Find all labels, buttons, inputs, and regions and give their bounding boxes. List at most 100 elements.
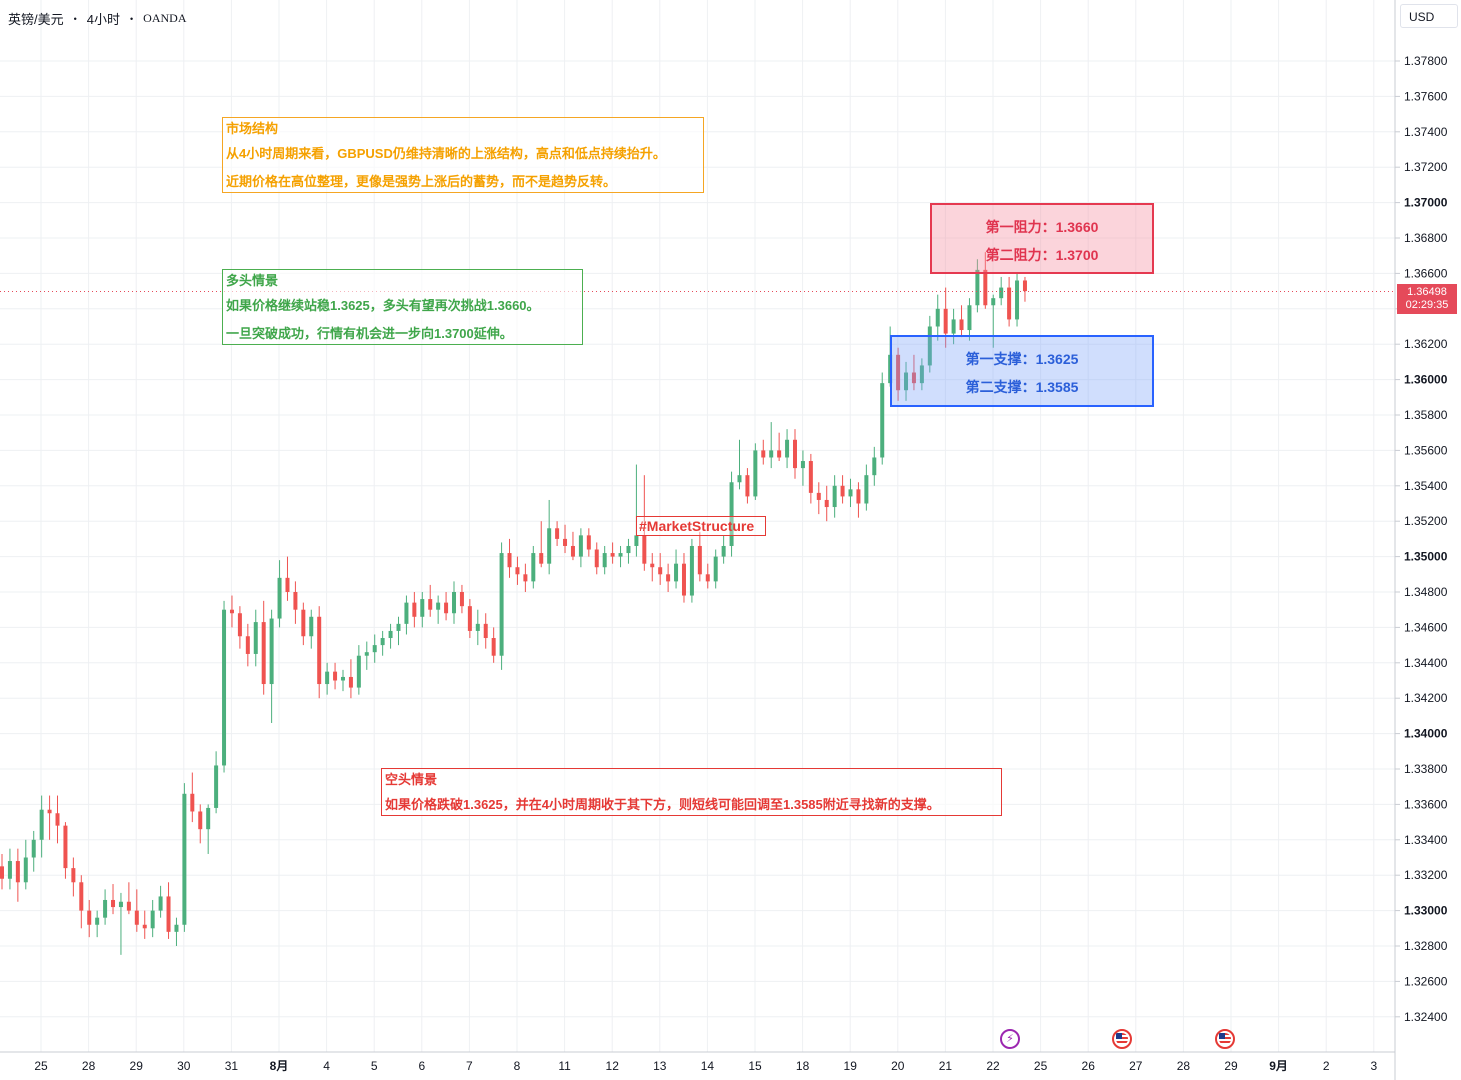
- x-tick-label: 8月: [270, 1059, 289, 1073]
- broker-label: OANDA: [143, 11, 187, 25]
- support-zone[interactable]: 第一支撑：1.3625 第二支撑：1.3585: [890, 335, 1154, 407]
- candle-body: [539, 553, 544, 564]
- hashtag-label[interactable]: #MarketStructure: [636, 516, 766, 536]
- candle: [856, 482, 861, 518]
- candle-body: [523, 574, 528, 582]
- candle: [396, 616, 401, 646]
- candle: [245, 623, 250, 667]
- candle: [737, 439, 742, 490]
- timeframe-label[interactable]: 4小时: [86, 12, 121, 27]
- candle: [904, 361, 909, 401]
- candle: [896, 347, 901, 401]
- resistance-zone[interactable]: 第一阻力：1.3660 第二阻力：1.3700: [930, 203, 1154, 274]
- symbol-name[interactable]: 英镑/美元: [8, 12, 64, 27]
- note-title: 市场结构: [226, 121, 279, 136]
- lightning-icon[interactable]: ⚡: [1000, 1029, 1020, 1049]
- y-tick-label: 1.34000: [1404, 727, 1448, 741]
- candle: [134, 889, 139, 932]
- candle: [840, 475, 845, 504]
- candle-body: [118, 901, 123, 908]
- candle: [277, 560, 282, 628]
- candle-body: [428, 599, 433, 610]
- y-tick-label: 1.37000: [1404, 196, 1448, 210]
- candle: [150, 899, 155, 938]
- candle: [547, 499, 552, 575]
- y-tick-label: 1.35400: [1404, 479, 1448, 493]
- candle-body: [658, 567, 663, 575]
- candle: [1015, 273, 1020, 327]
- bar-countdown: 02:29:35: [1405, 299, 1449, 311]
- us-flag-icon[interactable]: [1215, 1029, 1235, 1049]
- candle-body: [840, 485, 845, 497]
- candle-body: [642, 535, 647, 564]
- bull-scenario-note[interactable]: 多头情景 如果价格继续站稳1.3625，多头有望再次挑战1.3660。 一旦突破…: [222, 269, 583, 345]
- us-flag-icon[interactable]: [1112, 1029, 1132, 1049]
- x-tick-label: 5: [371, 1059, 378, 1073]
- candle-body: [0, 866, 4, 879]
- candle-body: [372, 645, 377, 653]
- bear-scenario-note[interactable]: 空头情景 如果价格跌破1.3625，并在4小时周期收于其下方，则短线可能回调至1…: [381, 768, 1002, 816]
- candle-body: [991, 298, 996, 306]
- candle: [674, 549, 679, 589]
- candle-body: [864, 475, 869, 504]
- candle-body: [459, 592, 464, 607]
- candle: [658, 553, 663, 585]
- candle-body: [769, 450, 774, 458]
- y-tick-label: 1.37600: [1404, 89, 1448, 103]
- candle-body: [832, 485, 837, 508]
- candle: [452, 581, 457, 624]
- candle-body: [563, 538, 568, 546]
- candle: [325, 662, 330, 695]
- candle-body: [943, 308, 948, 334]
- x-tick-label: 3: [1370, 1059, 1377, 1073]
- candle: [229, 595, 234, 628]
- candle-body: [872, 457, 877, 476]
- candle-body: [47, 809, 52, 814]
- x-tick-label: 21: [939, 1059, 953, 1073]
- candle-body: [777, 450, 782, 458]
- currency-selector[interactable]: USD: [1400, 4, 1458, 28]
- candle-body: [412, 602, 417, 617]
- y-tick-label: 1.37200: [1404, 160, 1448, 174]
- x-tick-label: 29: [130, 1059, 144, 1073]
- candle: [991, 294, 996, 348]
- candle-body: [309, 616, 314, 637]
- candle: [348, 659, 353, 699]
- candle-body: [856, 489, 861, 504]
- candle-body: [951, 319, 956, 334]
- candle-body: [174, 924, 179, 932]
- candle-body: [7, 861, 12, 879]
- candle-body: [190, 793, 195, 812]
- candle-body: [499, 553, 504, 656]
- candle-body: [681, 563, 686, 596]
- candle-body: [142, 924, 147, 929]
- x-tick-label: 9月: [1269, 1059, 1288, 1073]
- candle: [983, 252, 988, 309]
- candle-body: [919, 365, 924, 384]
- support-1-value: 1.3625: [1035, 351, 1079, 367]
- note-line: 近期价格在高位整理，更像是强势上涨后的蓄势，而不是趋势反转。: [226, 174, 617, 189]
- candle-body: [713, 556, 718, 582]
- candle: [800, 450, 805, 486]
- candle-body: [705, 574, 710, 582]
- candle-body: [586, 535, 591, 550]
- candle-body: [785, 439, 790, 458]
- y-tick-label: 1.32800: [1404, 939, 1448, 953]
- candle: [999, 276, 1004, 306]
- candle: [911, 354, 916, 391]
- x-tick-label: 20: [891, 1059, 905, 1073]
- y-tick-label: 1.32400: [1404, 1010, 1448, 1024]
- x-tick-label: 14: [701, 1059, 715, 1073]
- candle-body: [594, 549, 599, 568]
- candle-body: [55, 813, 60, 826]
- candle-body: [253, 622, 258, 654]
- symbol-header[interactable]: 英镑/美元 • 4小时 • OANDA: [8, 9, 187, 28]
- candle-body: [404, 602, 409, 624]
- candle: [444, 592, 449, 621]
- candle: [697, 531, 702, 582]
- y-tick-label: 1.36600: [1404, 266, 1448, 280]
- x-tick-label: 11: [558, 1059, 571, 1073]
- y-tick-label: 1.35800: [1404, 408, 1448, 422]
- market-structure-note[interactable]: 市场结构 从4小时周期来看，GBPUSD仍维持清晰的上涨结构，高点和低点持续抬升…: [222, 117, 704, 193]
